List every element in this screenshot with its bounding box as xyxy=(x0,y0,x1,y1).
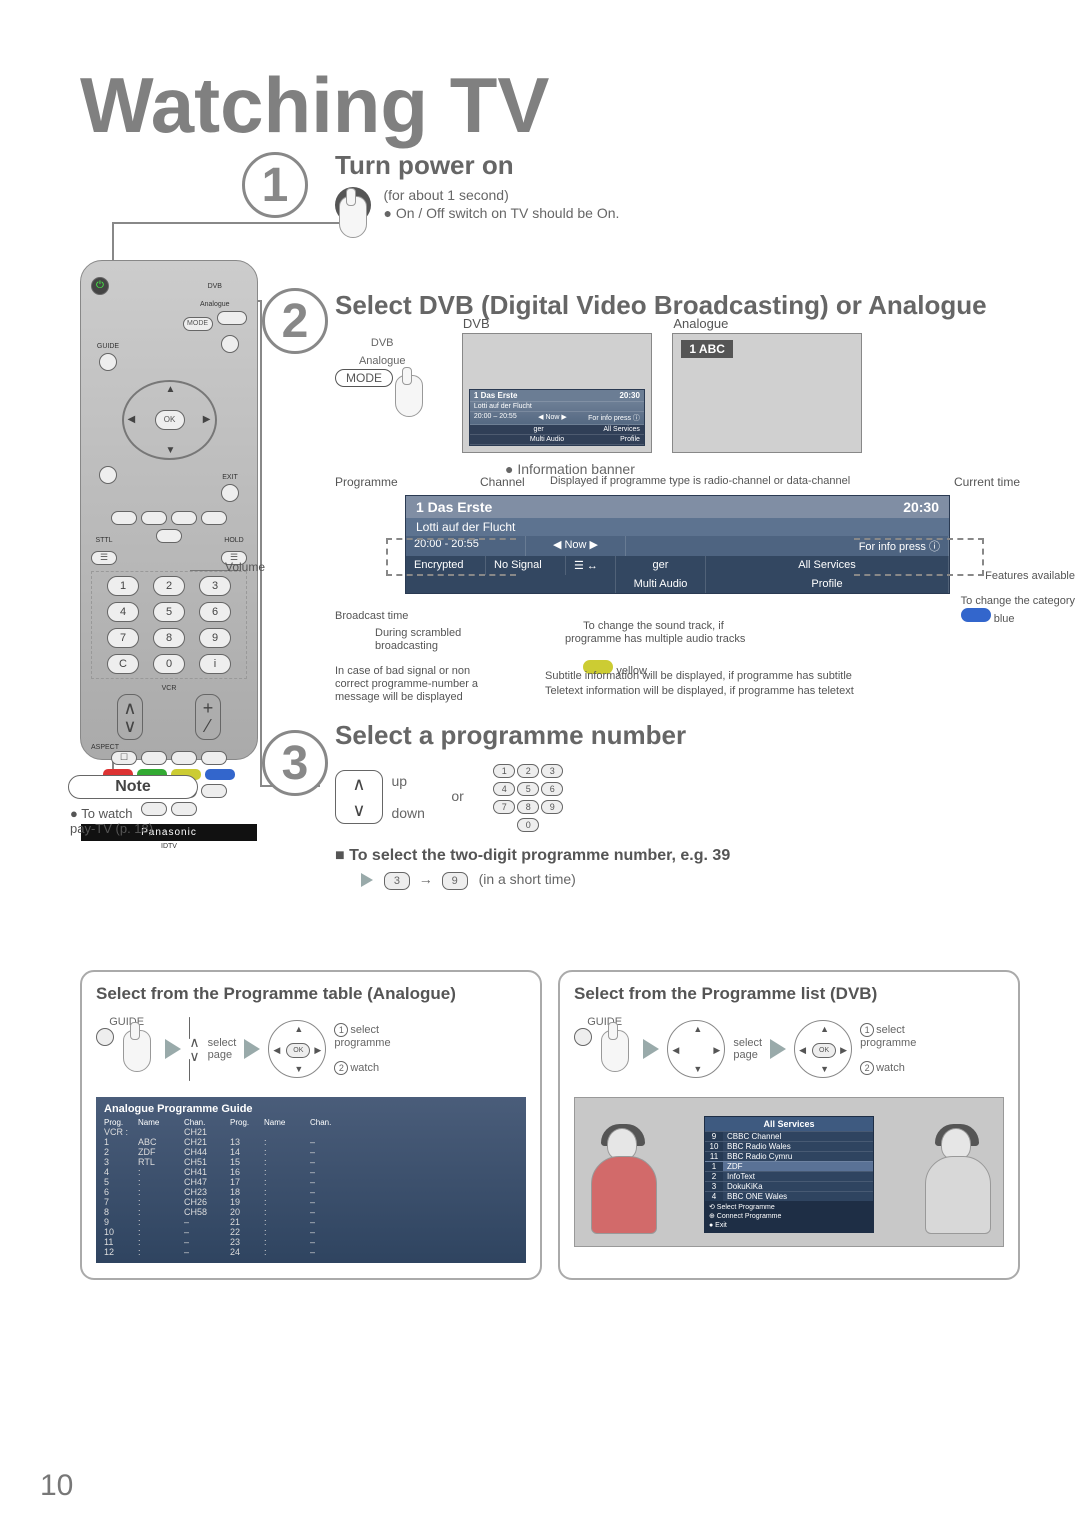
arrow-icon xyxy=(165,1039,181,1059)
step1-badge: 1 xyxy=(242,152,308,218)
remote-control: ⏻ DVB Analogue MODE GUIDE OK ▲ ▼ ◀ ▶ xyxy=(80,260,258,760)
step1-block: Turn power on ⏻ (for about 1 second) ● O… xyxy=(335,150,1020,223)
lbl-scrambled: During scrambled broadcasting xyxy=(375,627,461,653)
aspect-button[interactable]: ☐ xyxy=(111,751,137,765)
mode-button[interactable]: MODE xyxy=(335,369,393,387)
lbl-broadcast: Broadcast time xyxy=(335,610,408,623)
arrow-icon xyxy=(643,1039,659,1059)
prog-updown[interactable]: ∧∨ xyxy=(117,694,143,740)
guide-button[interactable] xyxy=(574,1028,592,1046)
hand-icon xyxy=(595,1028,635,1083)
updown-button[interactable]: ∧∨ xyxy=(335,770,383,824)
guide-boxes: Select from the Programme table (Analogu… xyxy=(80,970,1020,1280)
lbl-channel: Channel xyxy=(480,475,525,489)
info-banner-wrap: Programme Channel Displayed if programme… xyxy=(335,475,1020,594)
guide-box-dvb: Select from the Programme list (DVB) GUI… xyxy=(558,970,1020,1280)
two-digit-heading: To select the two-digit programme number… xyxy=(335,847,1020,865)
lbl-bad-signal: In case of bad signal or non correct pro… xyxy=(335,665,478,705)
ok-button[interactable]: OK xyxy=(155,410,185,430)
person-illustration xyxy=(911,1122,1001,1242)
lbl-current-time: Current time xyxy=(954,475,1020,489)
dash-box xyxy=(854,538,984,576)
page-updown[interactable]: ∧∨ xyxy=(189,1017,199,1081)
step3-badge: 3 xyxy=(262,730,328,796)
mode-block: DVB Analogue MODE xyxy=(335,333,429,428)
arrow-icon xyxy=(244,1039,260,1059)
sttl-button[interactable]: ☰ xyxy=(91,551,117,565)
hand-icon xyxy=(333,194,373,249)
flow-line xyxy=(260,300,262,785)
note-box: Note xyxy=(68,775,198,799)
lbl-volume: Volume xyxy=(225,560,265,574)
mode-button[interactable]: MODE xyxy=(183,317,213,331)
step3-block: Select a programme number ∧∨ up down or … xyxy=(335,720,1020,891)
vol-updown[interactable]: +⁄ xyxy=(195,694,221,740)
hand-icon xyxy=(389,373,429,428)
step1-title: Turn power on xyxy=(335,150,1020,181)
step2-badge: 2 xyxy=(262,288,328,354)
step1-sub: (for about 1 second) xyxy=(383,187,508,203)
number-grid[interactable]: 123 456 789 C0i xyxy=(91,571,247,679)
analogue-programme-guide: Analogue Programme Guide Prog.NameChan. … xyxy=(96,1097,526,1263)
page: Watching TV 1 Turn power on ⏻ (for about… xyxy=(0,0,1080,1527)
note-text: ● To watch pay-TV (p. 18) xyxy=(70,806,153,836)
exit-button[interactable] xyxy=(221,484,239,502)
numpad[interactable]: 123 456 789 0 xyxy=(492,761,564,833)
step2-block: Select DVB (Digital Video Broadcasting) … xyxy=(335,290,1020,477)
top-right-button[interactable] xyxy=(221,335,239,353)
step3-title: Select a programme number xyxy=(335,720,1020,751)
dpad[interactable]: OK ▲▼ ◀▶ xyxy=(794,1020,852,1078)
arrow-icon xyxy=(770,1039,786,1059)
lbl-teletext: Teletext information will be displayed, … xyxy=(545,685,854,698)
dvb-thumb: DVB 1 Das Erste20:30 Lotti auf der Fluch… xyxy=(462,333,652,453)
lbl-features: Features available xyxy=(985,570,1075,583)
info-banner: 1 Das Erste20:30 Lotti auf der Flucht 20… xyxy=(405,495,950,594)
dpad[interactable]: ▲▼ ◀▶ xyxy=(667,1020,725,1078)
page-title: Watching TV xyxy=(80,60,1020,151)
lbl-change-cat: To change the category blue xyxy=(961,595,1075,626)
tv-av-button[interactable] xyxy=(217,311,247,325)
guide-box-analogue: Select from the Programme table (Analogu… xyxy=(80,970,542,1280)
lbl-programme: Programme xyxy=(335,475,398,489)
flow-line xyxy=(112,222,357,224)
person-illustration xyxy=(577,1122,667,1242)
power-icon[interactable]: ⏻ xyxy=(91,277,109,295)
dpad[interactable]: OK ▲ ▼ ◀ ▶ xyxy=(122,380,217,460)
menu-button[interactable] xyxy=(99,466,117,484)
guide-button[interactable] xyxy=(96,1028,114,1046)
guide-button[interactable] xyxy=(99,353,117,371)
page-number: 10 xyxy=(40,1469,73,1503)
dvb-screen-illustration: All Services 9CBBC Channel10BBC Radio Wa… xyxy=(574,1097,1004,1247)
lbl-subtitle: Subtitle information will be displayed, … xyxy=(545,670,852,683)
lbl-displayed-if: Displayed if programme type is radio-cha… xyxy=(550,475,850,487)
dvb-list: All Services 9CBBC Channel10BBC Radio Wa… xyxy=(704,1116,874,1233)
dpad[interactable]: OK ▲▼ ◀▶ xyxy=(268,1020,326,1078)
dash-box xyxy=(386,538,516,576)
hand-icon xyxy=(117,1028,157,1083)
mini-banner: 1 Das Erste20:30 Lotti auf der Flucht 20… xyxy=(469,389,645,446)
step1-bullet: ● On / Off switch on TV should be On. xyxy=(383,205,619,221)
arrow-icon xyxy=(361,873,373,887)
analogue-thumb: Analogue 1 ABC xyxy=(672,333,862,453)
